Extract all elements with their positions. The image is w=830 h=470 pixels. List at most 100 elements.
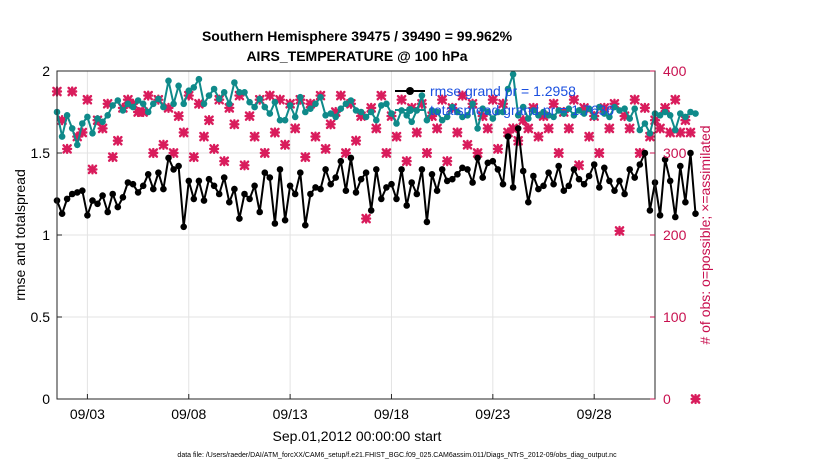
obs-point [320,143,331,155]
series-rmse-point [84,212,91,219]
series-totalspread-point [433,108,441,116]
series-rmse-point [469,179,476,186]
series-totalspread-point [94,115,101,122]
series-rmse-point [271,220,279,227]
y-tick-label: 2 [42,63,50,79]
series-rmse-point [631,174,638,181]
series-rmse-point [677,162,684,170]
series-totalspread-point [139,100,147,108]
series-totalspread-point [322,112,329,119]
series-totalspread-point [119,107,127,114]
series-totalspread-point [484,108,492,116]
y-tick-label: 1 [42,227,50,243]
series-totalspread-point [180,100,187,108]
obs-point [680,115,691,126]
obs-point [203,115,215,126]
series-totalspread-point [104,112,111,119]
series-totalspread-point [251,103,258,111]
series-rmse-point [297,169,304,176]
obs-point [472,147,483,159]
series-rmse-point [413,190,421,198]
obs-point [345,98,357,109]
series-totalspread-point [570,112,578,119]
series-rmse-point [79,187,86,194]
obs-point [401,156,412,167]
series-rmse-point [337,157,345,165]
obs-point [659,102,671,114]
series-totalspread-point [155,95,162,103]
series-rmse-point [519,167,527,175]
series-rmse-point [540,182,547,190]
series-totalspread-point [585,105,593,112]
series-totalspread-point [215,95,223,103]
series-totalspread-point [449,103,456,111]
series-rmse-point [570,166,578,173]
obs-point [77,127,88,138]
obs-point [421,147,433,159]
series-totalspread-point [459,113,466,121]
obs-point [371,123,382,134]
series-totalspread-point [170,100,177,108]
series-rmse-point [373,166,380,173]
series-totalspread-point [109,102,116,109]
x-tick-label: 09/03 [70,406,105,422]
obs-point [224,102,235,114]
obs-point [482,123,493,134]
series-totalspread-point [281,116,289,124]
obs-point [629,94,640,105]
series-totalspread-point [682,113,689,121]
series-totalspread-point [590,113,598,121]
series-totalspread-point [474,125,481,132]
series-rmse-point [641,149,649,157]
series-rmse-point [474,154,481,162]
obs-point [391,131,402,142]
series-rmse-point [509,184,517,191]
series-rmse-point [256,208,264,216]
series-rmse-point [266,174,274,181]
series-totalspread-point [454,108,461,116]
series-totalspread-point [388,110,395,117]
series-rmse-point [378,195,385,203]
series-rmse-point [636,161,644,168]
series-rmse-point [357,175,365,183]
series-totalspread-point [469,100,476,108]
series-totalspread-point [494,108,502,116]
series-rmse-point [565,182,573,190]
series-rmse-point [332,174,340,181]
series-totalspread-point [200,100,208,108]
obs-point [360,213,372,224]
series-rmse-point [195,177,203,185]
obs-point [619,110,630,122]
series-rmse-point [514,125,522,132]
obs-point [274,94,286,105]
series-rmse-point [388,180,395,188]
series-totalspread-point [362,113,370,121]
obs-point [193,98,205,109]
series-rmse-point [215,190,223,198]
series-rmse-point [535,185,542,193]
series-layer [51,71,701,405]
obs-point [355,110,367,122]
series-totalspread-point [68,125,76,132]
obs-point [594,147,605,159]
obs-point [366,102,377,114]
obs-point [67,86,78,97]
obs-point [173,110,184,122]
obs-point [208,143,220,155]
series-totalspread-point [393,120,400,127]
obs-point [426,110,438,122]
series-rmse-point [322,166,329,173]
series-totalspread-point [626,115,633,122]
series-totalspread-point [74,141,81,149]
series-rmse-point [489,157,497,165]
series-rmse-point [682,198,689,206]
series-rmse-point [433,187,441,194]
series-rmse-point [616,177,623,185]
obs-point [502,127,514,138]
series-totalspread-point [550,113,557,121]
obs-point [269,127,281,138]
obs-point [143,90,154,101]
series-totalspread-point [205,92,213,99]
obs-point [431,123,443,134]
series-rmse-point [63,195,71,203]
